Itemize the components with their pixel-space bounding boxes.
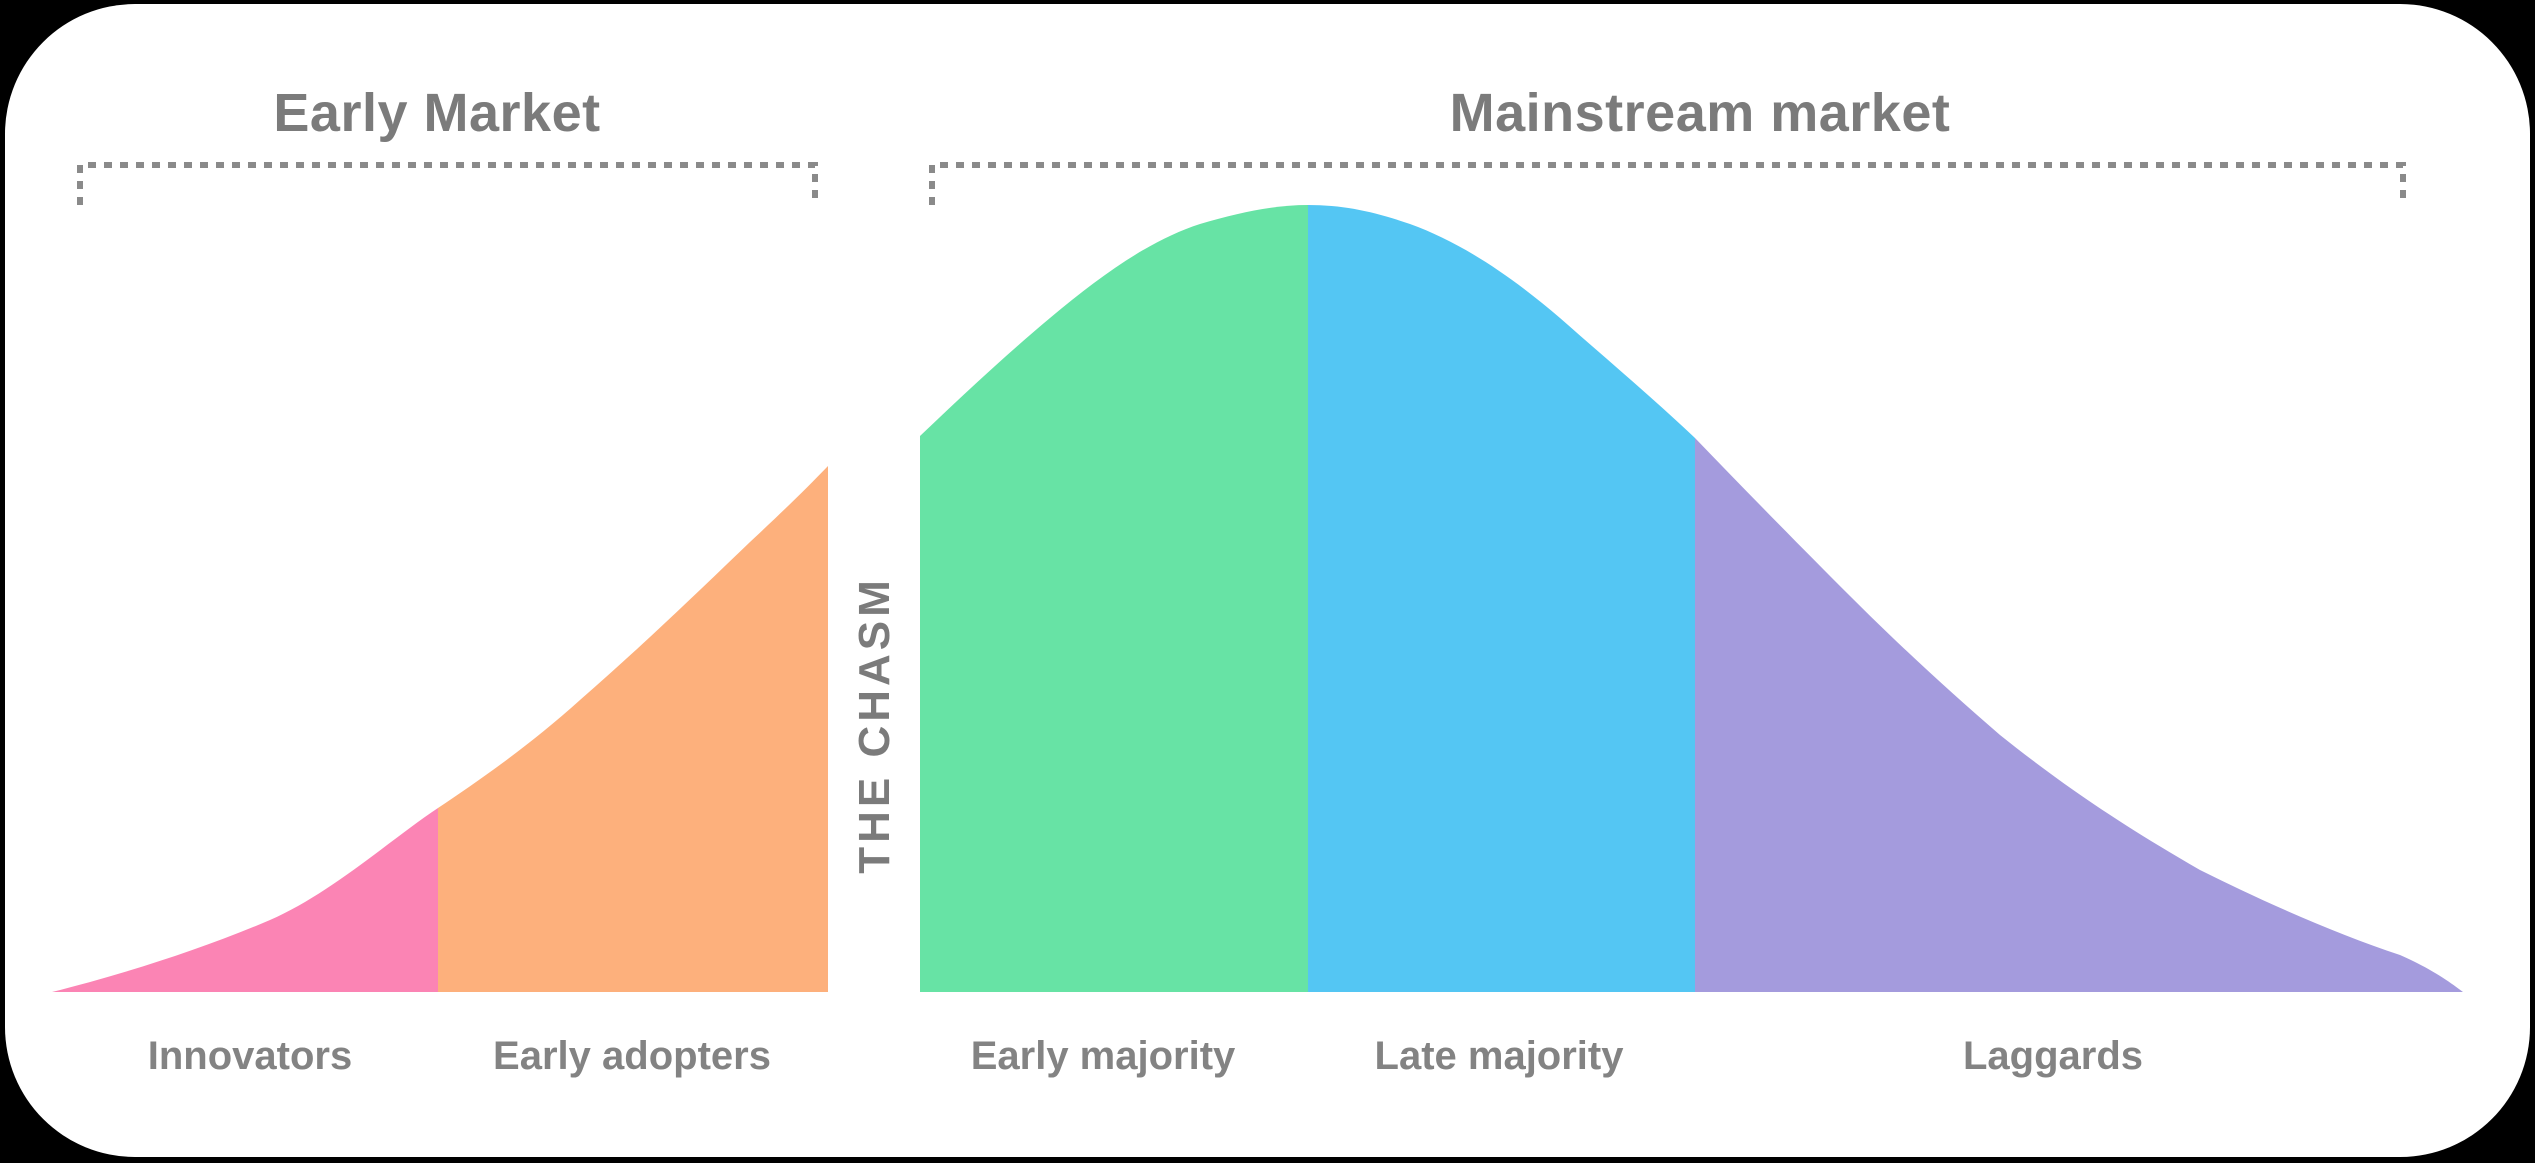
mainstream-market-title: Mainstream market [1449,83,1951,143]
label-early-adopters: Early adopters [493,1034,771,1078]
segment-early-adopters [438,466,828,992]
segment-innovators [52,808,438,992]
label-late-majority: Late majority [1374,1034,1624,1078]
segment-late-majority [1308,205,1695,992]
segment-early-majority [920,205,1308,992]
label-laggards: Laggards [1962,1034,2144,1078]
label-innovators: Innovators [147,1034,353,1078]
early-market-bracket [77,162,818,205]
early-market-title: Early Market [273,83,601,143]
label-early-majority: Early majority [970,1034,1236,1078]
mainstream-market-bracket [929,162,2406,205]
segment-laggards [1695,438,2463,992]
chasm-label: THE CHASM [850,576,899,874]
